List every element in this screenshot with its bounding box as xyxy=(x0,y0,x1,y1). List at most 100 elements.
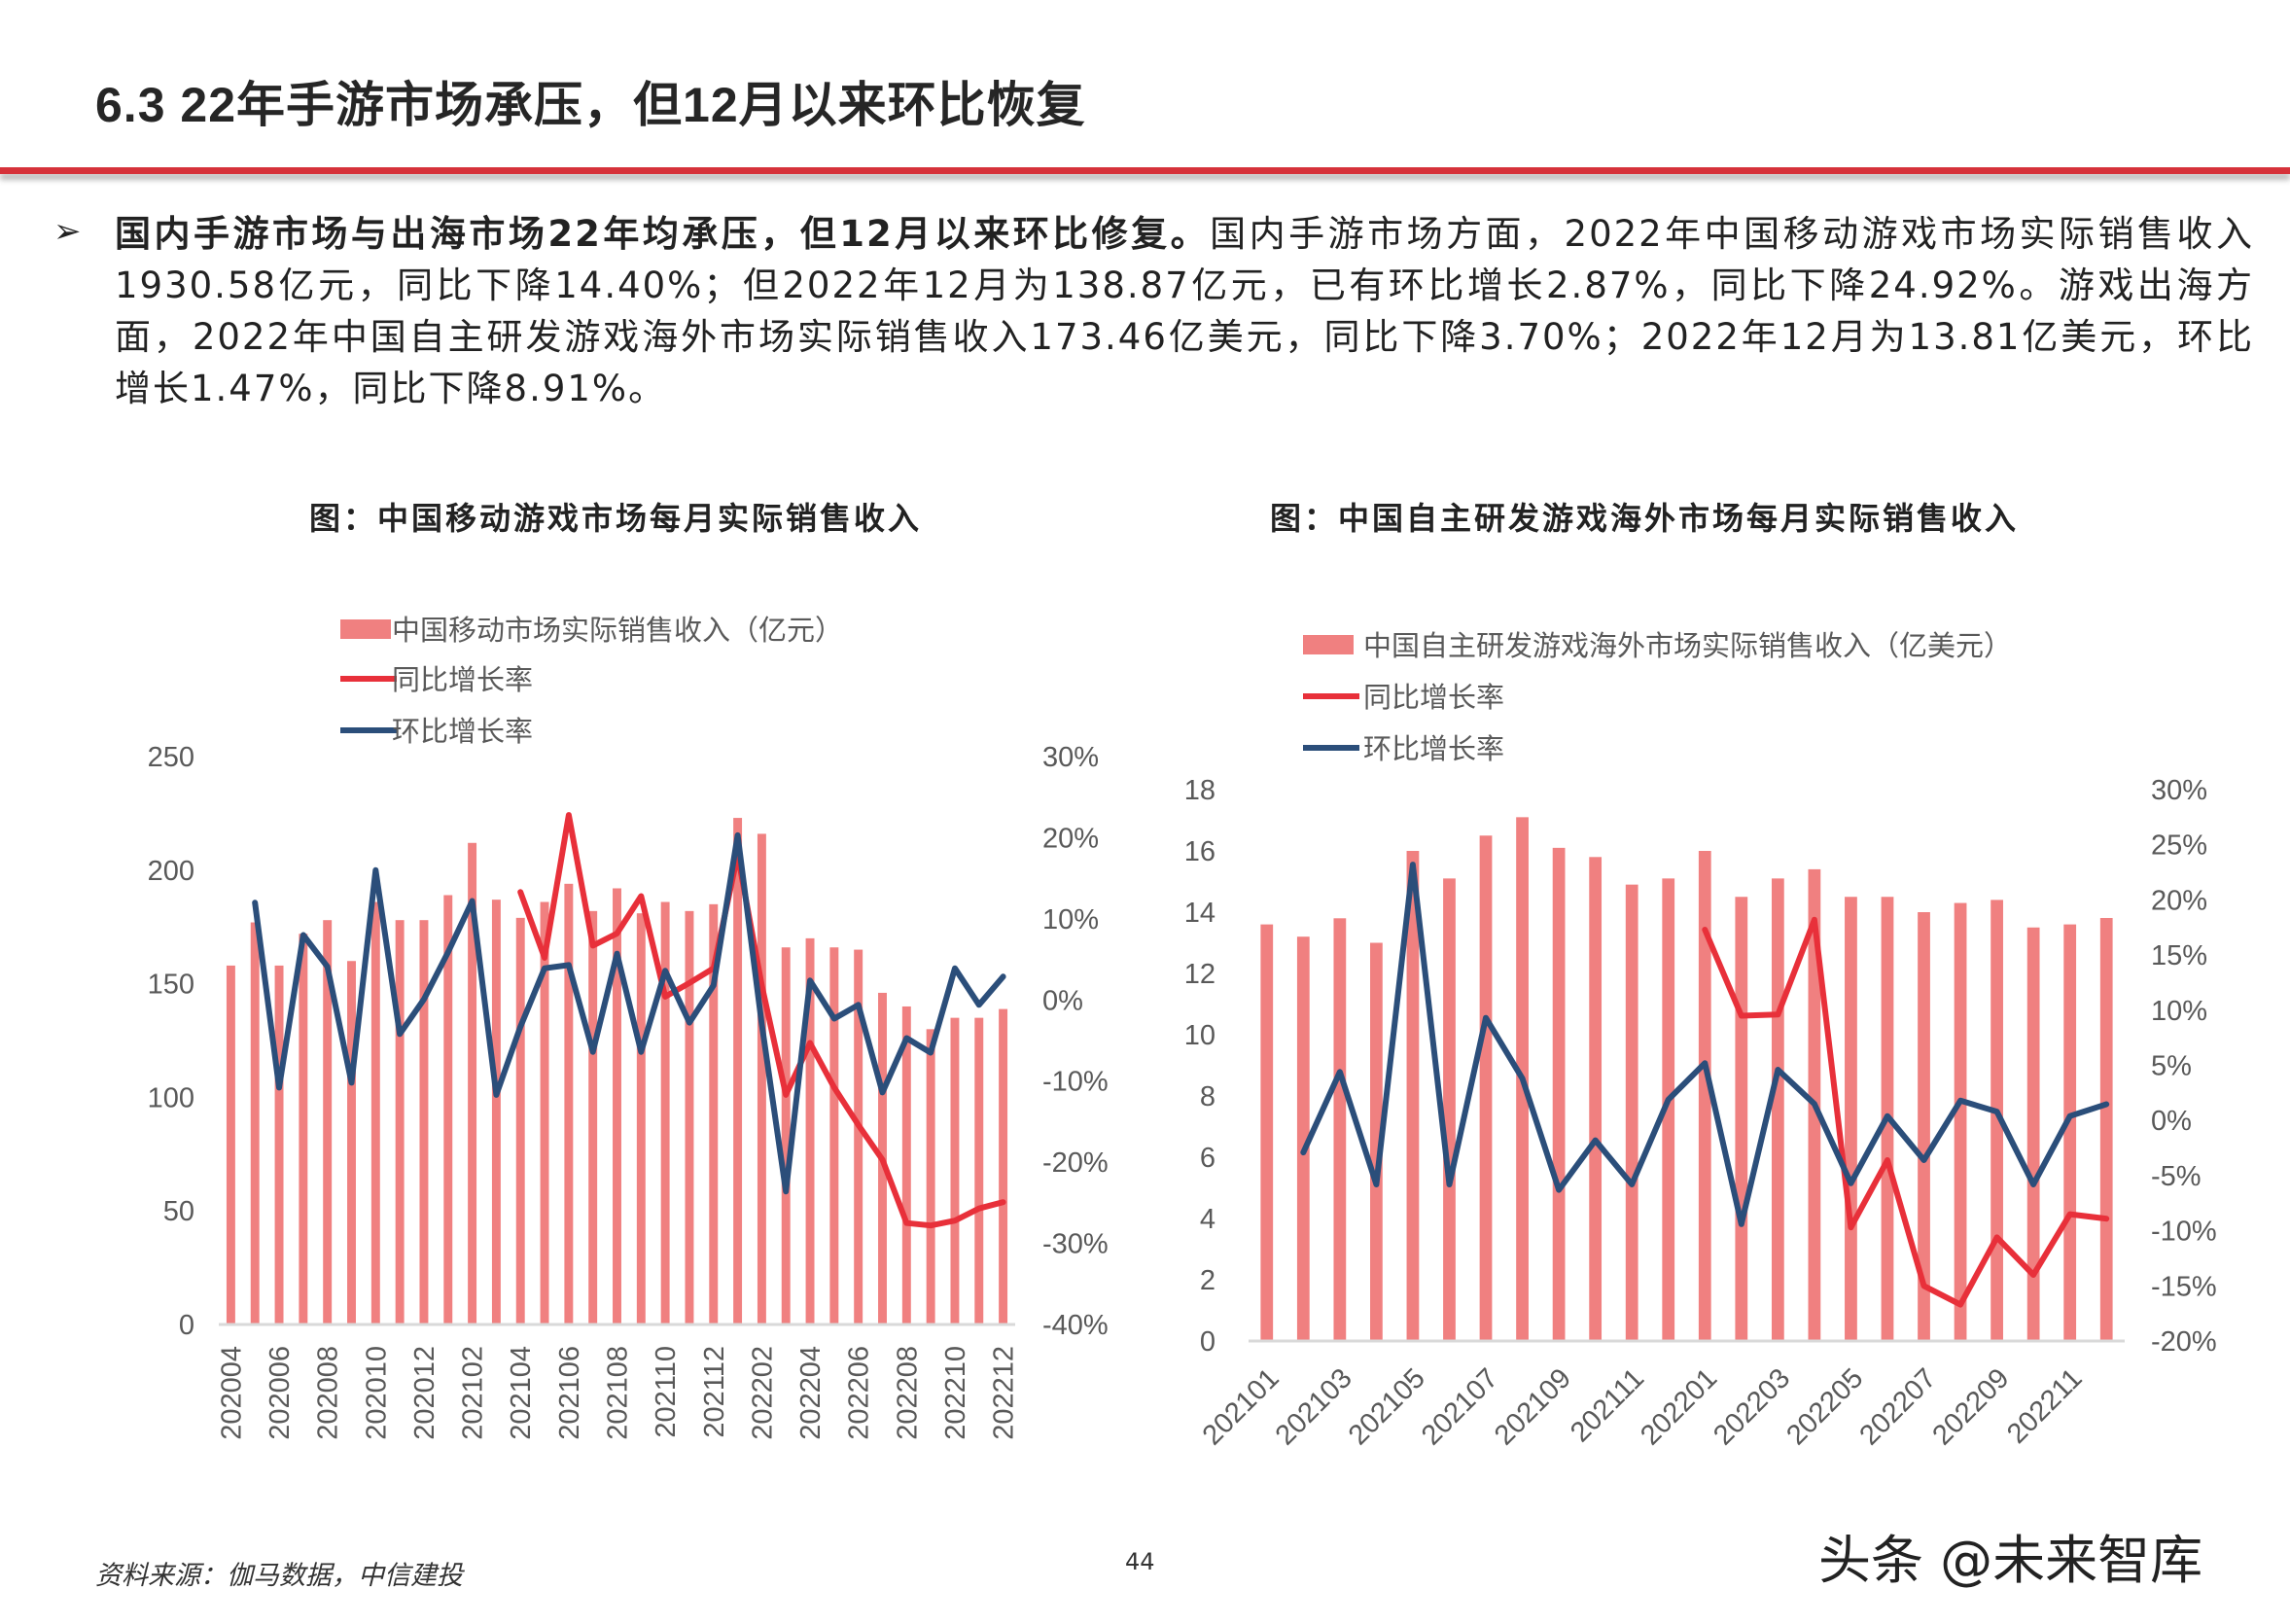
bar-202201 xyxy=(733,818,743,1324)
x-tick-label: 202201 xyxy=(1635,1362,1723,1451)
bar-202004 xyxy=(226,965,235,1324)
bar-202105 xyxy=(540,901,549,1324)
bar-202010 xyxy=(370,901,380,1324)
y-left-tick-label: 200 xyxy=(148,856,194,887)
x-tick-label: 202106 xyxy=(554,1346,585,1440)
x-tick-label: 202103 xyxy=(1270,1362,1358,1451)
chart-title-domestic: 图：中国移动游戏市场每月实际销售收入 xyxy=(309,500,923,537)
bar-202209 xyxy=(1991,900,2003,1341)
x-tick-label: 202109 xyxy=(1489,1362,1577,1451)
bar-202201 xyxy=(1698,851,1711,1341)
bar-202202 xyxy=(757,833,766,1324)
x-tick-label: 202208 xyxy=(892,1346,923,1440)
legend-label: 中国移动市场实际销售收入（亿元） xyxy=(392,615,843,647)
bar-202106 xyxy=(564,883,574,1324)
bar-202104 xyxy=(1370,942,1383,1341)
bar-202203 xyxy=(781,947,791,1324)
y-right-tick-label: 5% xyxy=(2151,1051,2192,1082)
bar-202011 xyxy=(395,920,405,1324)
x-tick-label: 202112 xyxy=(699,1346,730,1438)
bar-202112 xyxy=(709,903,719,1324)
bar-202112 xyxy=(1662,878,1675,1341)
bar-202109 xyxy=(636,913,646,1324)
x-tick-label: 202211 xyxy=(2001,1362,2089,1450)
summary-text: 国内手游市场方面，2022年中国移动游戏市场实际销售收入1930.58亿元，同比… xyxy=(115,213,2254,409)
x-tick-label: 202008 xyxy=(313,1346,344,1440)
bar-202106 xyxy=(1443,878,1456,1341)
bar-202005 xyxy=(250,922,260,1324)
y-right-tick-label: -10% xyxy=(2151,1217,2217,1248)
x-tick-label: 202202 xyxy=(747,1346,778,1440)
summary-lead: 国内手游市场与出海市场22年均承压，但12月以来环比修复。 xyxy=(115,213,1211,255)
x-tick-label: 202204 xyxy=(795,1346,827,1440)
source-note: 资料来源：伽马数据，中信建投 xyxy=(95,1561,463,1591)
arrow-bullet-icon: ➢ xyxy=(53,212,82,251)
x-tick-label: 202004 xyxy=(216,1346,247,1440)
bar-202012 xyxy=(419,920,429,1324)
y-right-tick-label: -20% xyxy=(2151,1326,2217,1358)
bar-202211 xyxy=(2063,924,2077,1341)
legend-label: 环比增长率 xyxy=(392,716,533,748)
x-tick-label: 202212 xyxy=(989,1346,1020,1440)
y-left-tick-label: 8 xyxy=(1200,1081,1215,1112)
y-left-tick-label: 250 xyxy=(148,742,194,773)
y-right-tick-label: -5% xyxy=(2151,1161,2202,1192)
bar-202104 xyxy=(515,917,525,1324)
y-left-tick-label: 2 xyxy=(1200,1265,1215,1296)
y-left-tick-label: 16 xyxy=(1184,836,1215,867)
yoy-growth-line xyxy=(1702,916,2110,1308)
bar-202111 xyxy=(685,910,694,1324)
bar-202207 xyxy=(1918,912,1930,1341)
bar-202109 xyxy=(1552,847,1566,1341)
legend-swatch-bar xyxy=(340,619,391,639)
y-left-tick-label: 14 xyxy=(1184,898,1215,929)
chart-title-overseas: 图：中国自主研发游戏海外市场每月实际销售收入 xyxy=(1270,500,2020,537)
y-left-tick-label: 12 xyxy=(1184,959,1215,990)
y-right-tick-label: -40% xyxy=(1042,1310,1109,1341)
bar-202107 xyxy=(1479,835,1493,1341)
bar-202103 xyxy=(491,900,501,1324)
x-tick-label: 202207 xyxy=(1853,1362,1942,1451)
y-right-tick-label: 10% xyxy=(2151,996,2207,1027)
bar-202205 xyxy=(829,947,839,1324)
x-tick-label: 202105 xyxy=(1343,1362,1431,1451)
bar-202212 xyxy=(999,1008,1008,1324)
x-tick-label: 202107 xyxy=(1416,1362,1504,1451)
legend-label: 同比增长率 xyxy=(392,664,533,696)
summary-paragraph: 国内手游市场与出海市场22年均承压，但12月以来环比修复。国内手游市场方面，20… xyxy=(115,208,2254,414)
y-right-tick-label: -20% xyxy=(1042,1147,1109,1179)
bar-202110 xyxy=(660,901,670,1324)
y-right-tick-label: 30% xyxy=(2151,775,2207,806)
page-number: 44 xyxy=(1125,1548,1155,1575)
bar-202102 xyxy=(1296,936,1310,1341)
title-divider xyxy=(0,167,2290,174)
y-left-tick-label: 0 xyxy=(1200,1326,1215,1358)
y-left-tick-label: 6 xyxy=(1200,1143,1215,1174)
bar-202205 xyxy=(1845,897,1857,1341)
bar-202206 xyxy=(854,949,863,1324)
y-left-tick-label: 0 xyxy=(179,1310,194,1341)
mom-growth-line xyxy=(252,831,1006,1195)
bar-202204 xyxy=(805,937,815,1324)
x-tick-label: 202203 xyxy=(1708,1362,1796,1451)
x-tick-label: 202102 xyxy=(458,1346,489,1440)
bar-202101 xyxy=(1260,924,1274,1341)
y-left-tick-label: 4 xyxy=(1200,1204,1215,1235)
y-right-tick-label: 15% xyxy=(2151,940,2207,971)
bar-202008 xyxy=(323,920,333,1324)
x-tick-label: 202209 xyxy=(1926,1362,2015,1451)
y-right-tick-label: 25% xyxy=(2151,830,2207,862)
watermark-logo: 头条 @未来智库 xyxy=(1818,1530,2203,1591)
y-right-tick-label: 0% xyxy=(2151,1106,2192,1137)
x-tick-label: 202210 xyxy=(940,1346,971,1440)
y-right-tick-label: -30% xyxy=(1042,1229,1109,1260)
bar-202203 xyxy=(1771,878,1784,1341)
bar-202209 xyxy=(926,1029,935,1324)
bar-202101 xyxy=(443,895,453,1324)
x-tick-label: 202206 xyxy=(844,1346,875,1440)
x-tick-label: 202110 xyxy=(651,1346,682,1438)
x-tick-label: 202101 xyxy=(1197,1362,1286,1451)
bar-202208 xyxy=(901,1006,911,1324)
x-tick-label: 202010 xyxy=(361,1346,392,1440)
